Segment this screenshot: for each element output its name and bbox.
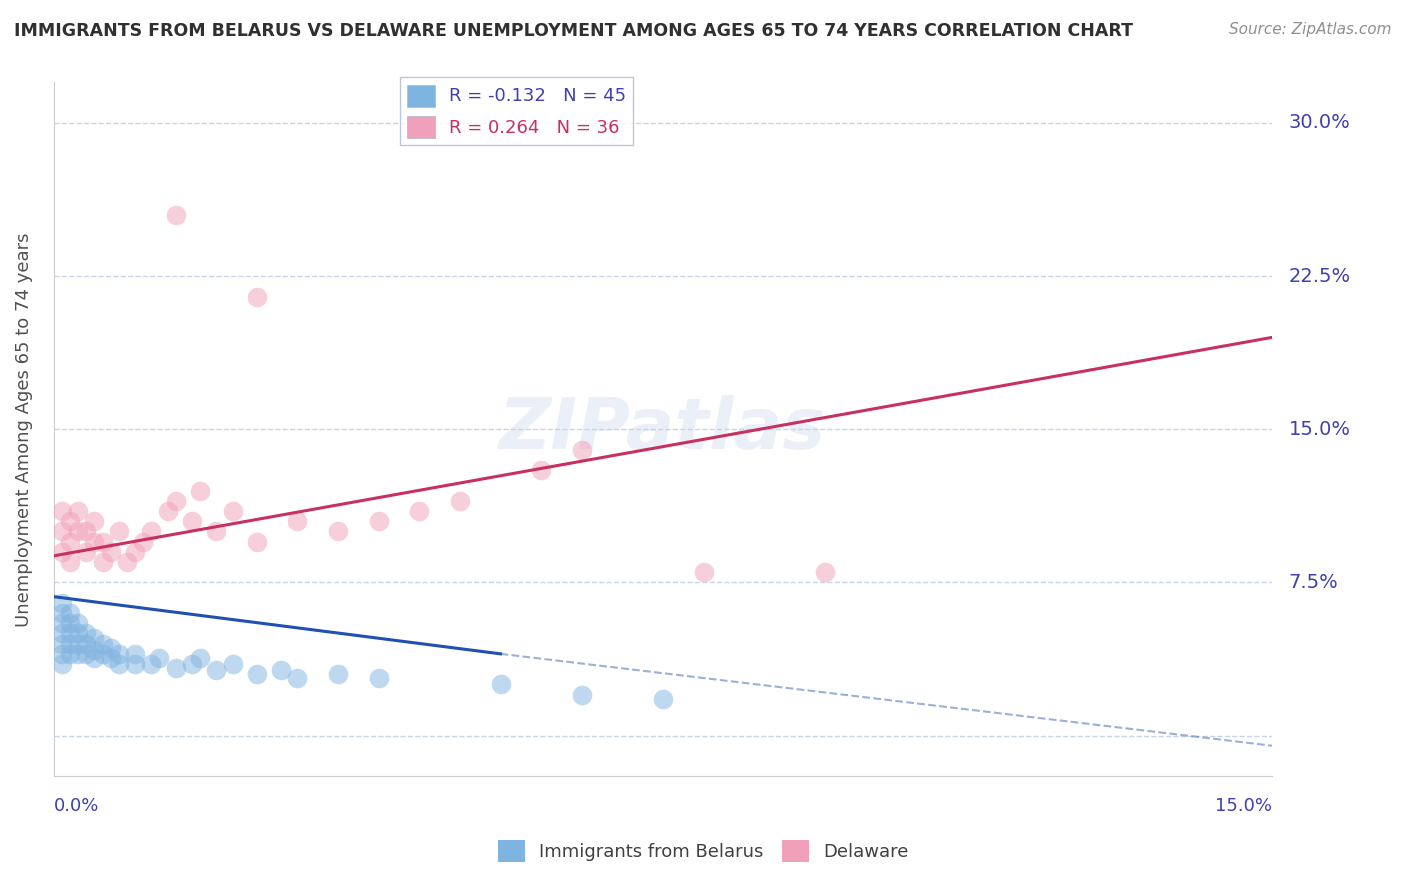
Point: [246, 534, 269, 549]
Point: [83, 514, 105, 528]
Point: [75, 647, 97, 661]
Point: [75, 545, 97, 559]
Text: IMMIGRANTS FROM BELARUS VS DELAWARE UNEMPLOYMENT AMONG AGES 65 TO 74 YEARS CORRE: IMMIGRANTS FROM BELARUS VS DELAWARE UNEM…: [14, 22, 1133, 40]
Point: [652, 691, 675, 706]
Point: [449, 493, 471, 508]
Point: [115, 555, 138, 569]
Text: 7.5%: 7.5%: [1288, 573, 1339, 592]
Point: [489, 677, 512, 691]
Text: 0.0%: 0.0%: [53, 797, 100, 814]
Point: [124, 545, 146, 559]
Text: 22.5%: 22.5%: [1288, 267, 1351, 285]
Point: [51, 616, 73, 631]
Point: [67, 616, 90, 631]
Point: [165, 208, 187, 222]
Point: [124, 657, 146, 671]
Point: [571, 442, 593, 457]
Point: [83, 534, 105, 549]
Point: [83, 651, 105, 665]
Point: [59, 606, 82, 620]
Point: [59, 514, 82, 528]
Point: [108, 657, 131, 671]
Point: [67, 524, 90, 539]
Point: [59, 637, 82, 651]
Point: [67, 647, 90, 661]
Point: [100, 651, 122, 665]
Point: [814, 565, 837, 579]
Point: [571, 688, 593, 702]
Point: [59, 647, 82, 661]
Point: [67, 626, 90, 640]
Text: 15.0%: 15.0%: [1215, 797, 1272, 814]
Point: [326, 524, 349, 539]
Point: [326, 667, 349, 681]
Point: [108, 524, 131, 539]
Point: [156, 504, 179, 518]
Point: [188, 651, 211, 665]
Point: [100, 545, 122, 559]
Point: [51, 504, 73, 518]
Point: [51, 647, 73, 661]
Point: [91, 534, 114, 549]
Point: [367, 671, 389, 685]
Point: [51, 626, 73, 640]
Point: [51, 606, 73, 620]
Point: [124, 647, 146, 661]
Point: [148, 651, 170, 665]
Point: [51, 524, 73, 539]
Point: [141, 524, 163, 539]
Point: [692, 565, 714, 579]
Point: [367, 514, 389, 528]
Point: [51, 637, 73, 651]
Point: [180, 514, 202, 528]
Y-axis label: Unemployment Among Ages 65 to 74 years: Unemployment Among Ages 65 to 74 years: [15, 232, 32, 626]
Point: [221, 504, 243, 518]
Point: [91, 637, 114, 651]
Point: [188, 483, 211, 498]
Point: [51, 545, 73, 559]
Point: [132, 534, 155, 549]
Point: [59, 626, 82, 640]
Point: [270, 663, 292, 677]
Point: [59, 534, 82, 549]
Point: [287, 514, 309, 528]
Point: [530, 463, 553, 477]
Point: [67, 504, 90, 518]
Text: 30.0%: 30.0%: [1288, 113, 1350, 133]
Point: [91, 647, 114, 661]
Point: [59, 555, 82, 569]
Point: [51, 657, 73, 671]
Legend: Immigrants from Belarus, Delaware: Immigrants from Belarus, Delaware: [491, 833, 915, 870]
Point: [83, 631, 105, 645]
Point: [205, 524, 228, 539]
Point: [165, 493, 187, 508]
Point: [246, 289, 269, 303]
Point: [59, 616, 82, 631]
Text: 15.0%: 15.0%: [1288, 420, 1350, 439]
Point: [67, 637, 90, 651]
Point: [180, 657, 202, 671]
Point: [287, 671, 309, 685]
Point: [91, 555, 114, 569]
Point: [246, 667, 269, 681]
Point: [75, 524, 97, 539]
Point: [51, 596, 73, 610]
Point: [83, 642, 105, 657]
Text: Source: ZipAtlas.com: Source: ZipAtlas.com: [1229, 22, 1392, 37]
Point: [100, 640, 122, 655]
Point: [408, 504, 430, 518]
Text: ZIPatlas: ZIPatlas: [499, 395, 827, 464]
Point: [165, 661, 187, 675]
Point: [141, 657, 163, 671]
Point: [75, 626, 97, 640]
Point: [75, 637, 97, 651]
Legend: R = -0.132   N = 45, R = 0.264   N = 36: R = -0.132 N = 45, R = 0.264 N = 36: [401, 78, 633, 145]
Point: [205, 663, 228, 677]
Point: [108, 647, 131, 661]
Point: [221, 657, 243, 671]
